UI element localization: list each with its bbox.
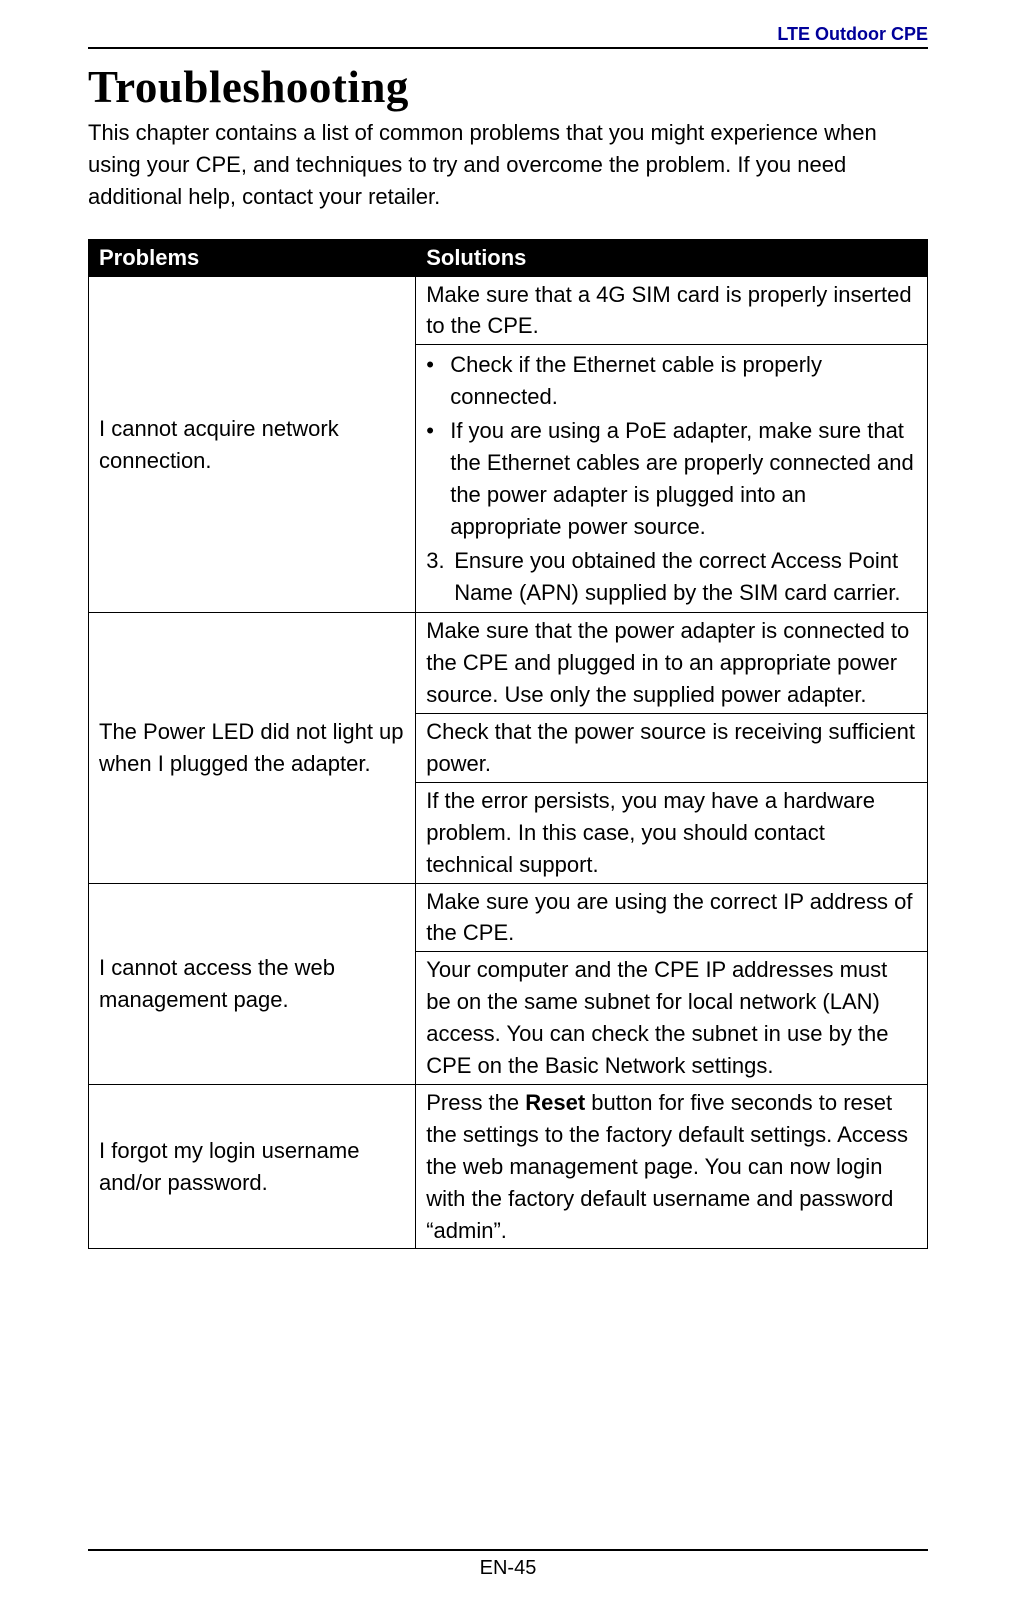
number-marker: 3.: [426, 545, 454, 577]
bullet-text: If you are using a PoE adapter, make sur…: [450, 415, 917, 543]
list-item: • Check if the Ethernet cable is properl…: [426, 349, 917, 413]
problem-cell: I cannot access the web management page.: [89, 883, 416, 1084]
col-header-solutions: Solutions: [416, 239, 928, 276]
solution-cell: • Check if the Ethernet cable is properl…: [416, 345, 928, 613]
bullet-icon: •: [426, 349, 450, 381]
bullet-icon: •: [426, 415, 450, 447]
chapter-title: Troubleshooting: [88, 61, 928, 113]
table-header-row: Problems Solutions: [89, 239, 928, 276]
header-rule: LTE Outdoor CPE: [88, 24, 928, 49]
list-item: • If you are using a PoE adapter, make s…: [426, 415, 917, 543]
reset-button-label: Reset: [525, 1090, 585, 1115]
problem-cell: The Power LED did not light up when I pl…: [89, 613, 416, 883]
solution-cell: If the error persists, you may have a ha…: [416, 782, 928, 883]
solution-cell: Make sure that the power adapter is conn…: [416, 613, 928, 714]
solution-cell: Press the Reset button for five seconds …: [416, 1084, 928, 1248]
page-footer: EN-45: [88, 1549, 928, 1580]
table-row: The Power LED did not light up when I pl…: [89, 613, 928, 714]
page-number: EN-45: [480, 1557, 537, 1579]
numbered-text: Ensure you obtained the correct Access P…: [454, 545, 917, 609]
solution-text-pre: Press the: [426, 1090, 525, 1115]
table-row: I cannot access the web management page.…: [89, 883, 928, 952]
bullet-text: Check if the Ethernet cable is properly …: [450, 349, 917, 413]
troubleshooting-table: Problems Solutions I cannot acquire netw…: [88, 239, 928, 1250]
product-label: LTE Outdoor CPE: [777, 24, 928, 44]
solution-cell: Make sure you are using the correct IP a…: [416, 883, 928, 952]
numbered-list: 3. Ensure you obtained the correct Acces…: [426, 545, 917, 609]
table-row: I forgot my login username and/or passwo…: [89, 1084, 928, 1248]
col-header-problems: Problems: [89, 239, 416, 276]
bullet-list: • Check if the Ethernet cable is properl…: [426, 349, 917, 542]
problem-cell: I cannot acquire network connection.: [89, 276, 416, 613]
document-page: LTE Outdoor CPE Troubleshooting This cha…: [0, 24, 1016, 1620]
chapter-intro: This chapter contains a list of common p…: [88, 117, 928, 213]
table-row: I cannot acquire network connection. Mak…: [89, 276, 928, 345]
solution-cell: Make sure that a 4G SIM card is properly…: [416, 276, 928, 345]
list-item: 3. Ensure you obtained the correct Acces…: [426, 545, 917, 609]
solution-cell: Your computer and the CPE IP addresses m…: [416, 952, 928, 1085]
solution-cell: Check that the power source is receiving…: [416, 714, 928, 783]
problem-cell: I forgot my login username and/or passwo…: [89, 1084, 416, 1248]
